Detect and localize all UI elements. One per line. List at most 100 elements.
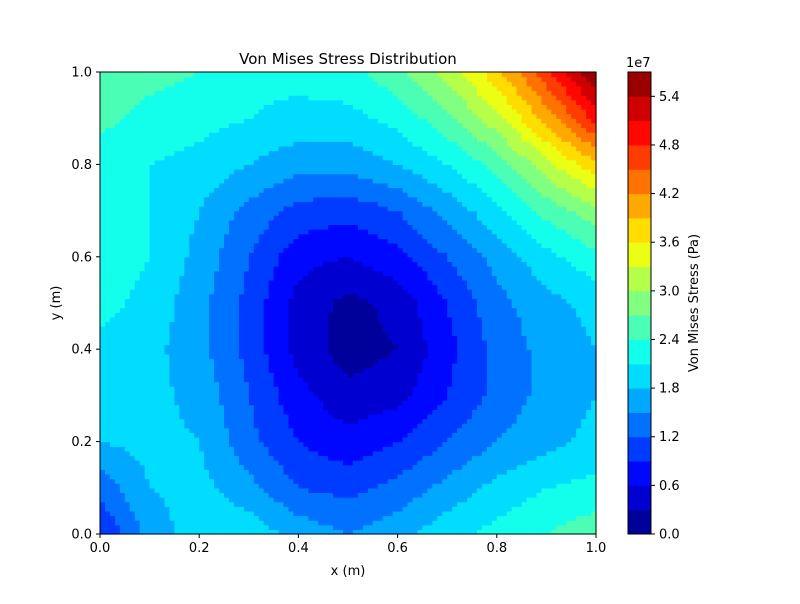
contour-cell — [387, 330, 394, 336]
contour-cell — [328, 386, 334, 392]
contour-cell — [581, 372, 587, 378]
contour-cell — [219, 413, 225, 420]
contour-cell — [318, 349, 324, 355]
contour-cell — [278, 381, 285, 387]
contour-cell — [506, 321, 513, 327]
contour-cell — [179, 376, 185, 383]
contour-cell — [104, 441, 111, 447]
contour-cell — [501, 353, 508, 360]
contour-cell — [100, 395, 106, 401]
contour-cell — [546, 497, 552, 503]
contour-cell — [258, 446, 265, 452]
contour-cell — [541, 349, 547, 355]
contour-cell — [104, 464, 111, 470]
contour-cell — [154, 520, 161, 526]
contour-cell — [204, 455, 210, 461]
contour-cell — [442, 487, 448, 494]
contour-cell — [387, 381, 394, 387]
contour-cell — [233, 395, 240, 401]
contour-cell — [462, 441, 468, 447]
contour-cell — [457, 446, 463, 452]
contour-cell — [199, 515, 205, 521]
contour-cell — [104, 339, 111, 346]
contour-cell — [169, 413, 175, 420]
contour-cell — [273, 520, 280, 526]
contour-cell — [521, 497, 528, 503]
contour-cell — [586, 464, 592, 470]
contour-cell — [546, 395, 552, 401]
contour-cell — [243, 386, 250, 392]
contour-cell — [496, 469, 503, 475]
contour-cell — [134, 409, 141, 415]
contour-cell — [397, 455, 404, 461]
contour-cell — [422, 312, 428, 318]
contour-cell — [283, 524, 290, 530]
contour-cell — [362, 469, 369, 475]
contour-cell — [476, 372, 483, 378]
contour-cell — [228, 473, 235, 480]
contour-cell — [566, 321, 572, 327]
contour-cell — [233, 339, 240, 346]
contour-cell — [357, 353, 364, 360]
contour-cell — [333, 478, 339, 484]
contour-cell — [164, 390, 171, 396]
contour-cell — [189, 469, 195, 475]
contour-cell — [348, 363, 354, 369]
contour-cell — [288, 483, 295, 489]
contour-cell — [303, 492, 309, 498]
contour-cell — [372, 349, 379, 355]
contour-cell — [184, 372, 190, 378]
contour-cell — [189, 460, 195, 466]
contour-cell — [556, 413, 562, 420]
contour-cell — [248, 312, 255, 318]
contour-cell — [536, 312, 543, 318]
contour-cell — [248, 335, 255, 341]
contour-cell — [506, 423, 513, 429]
contour-cell — [258, 404, 265, 410]
contour-cell — [228, 386, 235, 392]
contour-cell — [333, 344, 339, 350]
contour-cell — [457, 335, 463, 341]
contour-cell — [134, 400, 141, 406]
contour-cell — [491, 446, 498, 452]
contour-cell — [238, 344, 245, 350]
contour-cell — [303, 400, 309, 406]
contour-cell — [248, 520, 255, 526]
contour-cell — [462, 326, 468, 332]
contour-cell — [204, 501, 210, 507]
contour-cell — [114, 492, 121, 498]
contour-cell — [184, 312, 190, 318]
contour-cell — [343, 441, 349, 447]
contour-cell — [462, 312, 468, 318]
contour-cell — [531, 427, 538, 433]
contour-cell — [293, 441, 299, 447]
contour-cell — [303, 303, 309, 309]
contour-cell — [169, 321, 175, 327]
contour-cell — [273, 381, 280, 387]
contour-cell — [323, 344, 329, 350]
contour-cell — [491, 376, 498, 383]
contour-cell — [228, 436, 235, 443]
contour-cell — [551, 515, 557, 521]
contour-cell — [189, 390, 195, 396]
contour-cell — [144, 367, 151, 373]
contour-cell — [536, 303, 543, 309]
contour-cell — [104, 376, 111, 383]
contour-cell — [273, 409, 280, 415]
contour-cell — [174, 497, 180, 503]
contour-cell — [472, 464, 478, 470]
contour-cell — [551, 316, 557, 323]
contour-cell — [283, 446, 290, 452]
contour-cell — [457, 363, 463, 369]
contour-cell — [100, 529, 106, 535]
contour-cell — [253, 515, 260, 521]
contour-cell — [288, 339, 295, 346]
contour-cell — [511, 381, 518, 387]
contour-cell — [268, 363, 275, 369]
contour-cell — [402, 473, 409, 480]
contour-cell — [392, 423, 399, 429]
contour-cell — [348, 330, 354, 336]
contour-cell — [511, 390, 518, 396]
contour-cell — [313, 358, 319, 364]
contour-cell — [367, 418, 374, 424]
